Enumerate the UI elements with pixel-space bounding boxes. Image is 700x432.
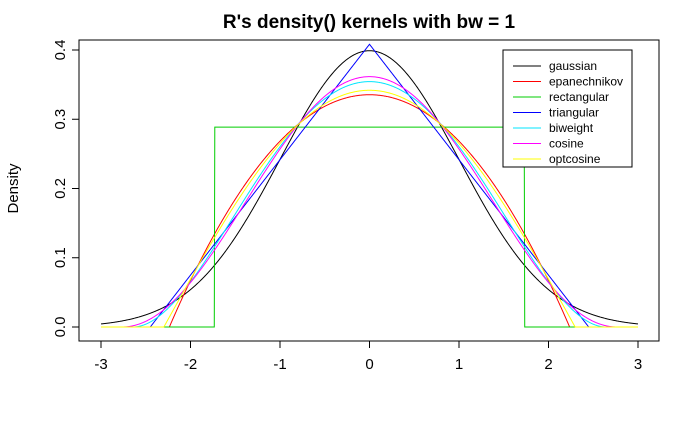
x-tick-label: 0 xyxy=(365,356,373,373)
legend-entry-triangular: triangular xyxy=(549,106,599,120)
y-axis-label: Density xyxy=(5,163,22,214)
density-curves xyxy=(100,43,639,328)
y-tick-label: 0.4 xyxy=(52,40,69,61)
x-tick-label: 1 xyxy=(455,356,463,373)
chart-title: R's density() kernels with bw = 1 xyxy=(223,12,516,33)
legend-entry-gaussian: gaussian xyxy=(549,59,597,73)
legend-entry-cosine: cosine xyxy=(549,137,584,151)
series-line-gaussian xyxy=(100,50,639,325)
x-axis: -3 -2 -1 0 1 2 3 xyxy=(94,340,642,373)
y-tick-label: 0.2 xyxy=(52,178,69,199)
series-line-rectangular xyxy=(101,126,638,328)
y-tick-label: 0.1 xyxy=(52,247,69,268)
x-tick-label: -2 xyxy=(184,356,197,373)
x-tick-label: 2 xyxy=(544,356,552,373)
x-tick-label: -1 xyxy=(273,356,286,373)
y-tick-label: 0.0 xyxy=(52,317,69,338)
series-line-triangular xyxy=(101,43,638,328)
series-line-optcosine xyxy=(101,89,638,328)
series-line-epanechnikov xyxy=(101,94,638,328)
x-tick-label: -3 xyxy=(94,356,107,373)
legend-entry-biweight: biweight xyxy=(549,121,594,135)
x-tick-label: 3 xyxy=(634,356,642,373)
y-axis: 0.0 0.1 0.2 0.3 0.4 xyxy=(52,40,80,338)
y-tick-label: 0.3 xyxy=(52,109,69,130)
legend-entry-optcosine: optcosine xyxy=(549,152,601,166)
legend-box xyxy=(502,49,633,168)
legend-entry-rectangular: rectangular xyxy=(549,90,609,104)
series-line-cosine xyxy=(101,76,638,328)
legend-entry-epanechnikov: epanechnikov xyxy=(549,75,623,89)
